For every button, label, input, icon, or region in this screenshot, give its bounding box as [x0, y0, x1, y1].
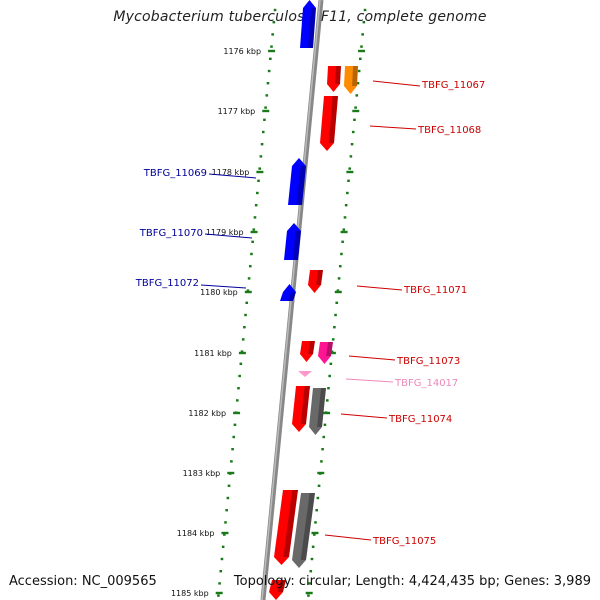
leader-line — [372, 80, 421, 87]
leader-line — [324, 534, 372, 541]
faint-gene-14017 — [298, 371, 312, 377]
forward-gene-11075 — [274, 490, 298, 565]
forward-gene-11075-shade — [283, 490, 298, 557]
tick-marks: 1176 kbp 1177 kbp 1178 kbp 1179 kbp 1180 kbp… — [171, 8, 367, 598]
misc-gene-11073b-shade — [326, 342, 333, 356]
gene-label-right: TBFG_11073 — [396, 356, 460, 367]
gene-label-right: TBFG_11067 — [421, 80, 485, 91]
forward-gene-11074-shade — [300, 386, 310, 424]
leader-line — [208, 173, 257, 179]
leader-line — [340, 413, 388, 419]
genome-summary-text: Topology: circular; Length: 4,424,435 bp… — [233, 574, 591, 589]
pseudogene-11074b-shade — [317, 388, 326, 427]
kbp-label: 1177 kbp — [218, 107, 256, 116]
accession-text: Accession: NC_009565 — [9, 574, 157, 589]
reverse-gene-top — [300, 0, 316, 48]
forward-gene-11073 — [300, 341, 315, 362]
gene-features — [269, 0, 358, 600]
gene-label-left: TBFG_11069 — [143, 168, 207, 179]
kbp-label: 1176 kbp — [223, 47, 261, 56]
gene-label-right: TBFG_11074 — [388, 414, 452, 425]
gene-label-right: TBFG_11068 — [417, 125, 481, 136]
rna-gene-11067b-shade — [352, 66, 358, 86]
kbp-label: 1183 kbp — [183, 469, 221, 478]
gene-labels: TBFG_11067 TBFG_11068 TBFG_11071 TBFG_11073… — [135, 80, 486, 547]
kbp-label: 1182 kbp — [188, 409, 226, 418]
gene-label-right: TBFG_11071 — [403, 285, 467, 296]
forward-gene-11071 — [308, 270, 323, 293]
forward-gene-11073-shade — [308, 341, 315, 354]
kbp-label: 1178 kbp — [212, 168, 250, 177]
gene-label-right: TBFG_11075 — [372, 536, 436, 547]
kbp-label: 1181 kbp — [194, 349, 232, 358]
forward-gene-11068 — [320, 96, 338, 151]
pseudogene-11074b — [309, 388, 326, 435]
gene-label-left: TBFG_11070 — [139, 228, 203, 239]
kbp-label: 1184 kbp — [177, 529, 215, 538]
forward-gene-11071-shade — [316, 270, 323, 285]
leader-line — [345, 378, 394, 383]
kbp-label: 1179 kbp — [206, 228, 244, 237]
leader-line — [356, 285, 403, 291]
forward-gene-11074 — [292, 386, 310, 432]
forward-gene-bottom-shade — [277, 580, 286, 592]
gene-label-right: TBFG_14017 — [394, 378, 458, 389]
gene-label-left: TBFG_11072 — [135, 278, 199, 289]
rna-gene-11067b — [344, 66, 358, 94]
reverse-gene-top-shade — [308, 8, 316, 48]
leader-line — [369, 125, 417, 130]
reverse-gene-11070 — [284, 223, 301, 260]
reverse-gene-11070-shade — [292, 231, 301, 260]
misc-gene-11073b — [318, 342, 333, 364]
pseudogene-11075b — [292, 493, 315, 568]
forward-gene-11067 — [327, 66, 341, 92]
kbp-label: 1180 kbp — [200, 288, 238, 297]
reverse-gene-11069-shade — [296, 166, 306, 205]
leader-line — [200, 284, 247, 289]
leader-line — [204, 233, 253, 239]
pseudogene-11075b-shade — [300, 493, 315, 560]
reverse-gene-11069 — [288, 158, 306, 205]
reverse-gene-11072 — [280, 284, 296, 301]
leader-line — [348, 355, 396, 361]
forward-gene-11067-shade — [335, 66, 341, 84]
reverse-gene-11072-shade — [288, 292, 296, 301]
forward-gene-bottom — [269, 580, 286, 600]
genome-title: Mycobacterium tuberculosis F11, complete… — [113, 9, 487, 25]
forward-gene-11068-shade — [328, 96, 338, 143]
kbp-label: 1185 kbp — [171, 589, 209, 598]
